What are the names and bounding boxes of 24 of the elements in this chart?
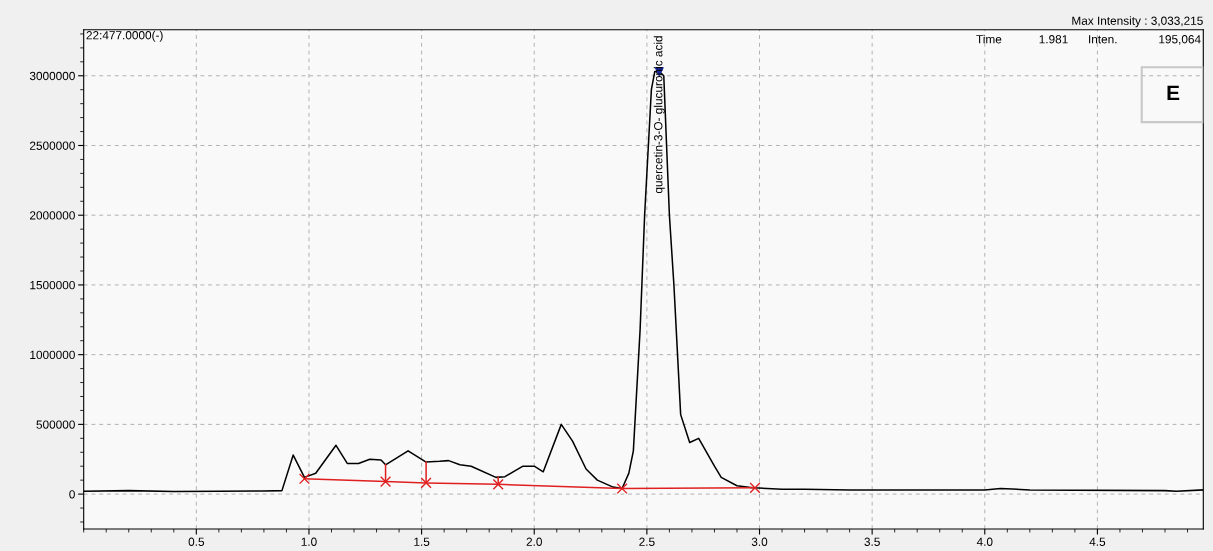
text: Max Intensity : 3,033,215 xyxy=(1072,16,1203,28)
x-tick-label: 3.5 xyxy=(864,537,880,546)
x-tick-label: 2.0 xyxy=(526,537,542,546)
x-tick-label: 4.0 xyxy=(976,537,993,546)
y-tick-label: 1500000 xyxy=(30,280,75,290)
annotation: 195,064 xyxy=(1159,35,1201,45)
y-tick-label: 2000000 xyxy=(30,211,75,220)
x-tick-label: 2.5 xyxy=(639,537,655,546)
x-tick-label: 0.5 xyxy=(188,537,205,546)
annotation: Time xyxy=(976,34,1002,44)
x-tick-label: 4.5 xyxy=(1089,537,1106,546)
annotation: E xyxy=(1167,85,1180,101)
y-tick-label: 1000000 xyxy=(30,350,75,360)
annotation: 22:477.0000(-) xyxy=(86,30,163,42)
annotation: 1.981 xyxy=(1039,35,1068,44)
annotation: Inten. xyxy=(1089,35,1117,44)
y-tick-label: 0 xyxy=(69,490,75,499)
x-tick-label: 3.0 xyxy=(751,537,768,546)
y-tick-label: 500000 xyxy=(36,420,75,429)
x-tick-label: 1.5 xyxy=(414,537,430,546)
y-tick-label: 2500000 xyxy=(30,141,75,150)
annotation: quercetin-3-O- glucuronic acid xyxy=(653,36,665,194)
x-tick-label: 1.0 xyxy=(301,537,317,546)
y-tick-label: 3000000 xyxy=(29,71,75,81)
